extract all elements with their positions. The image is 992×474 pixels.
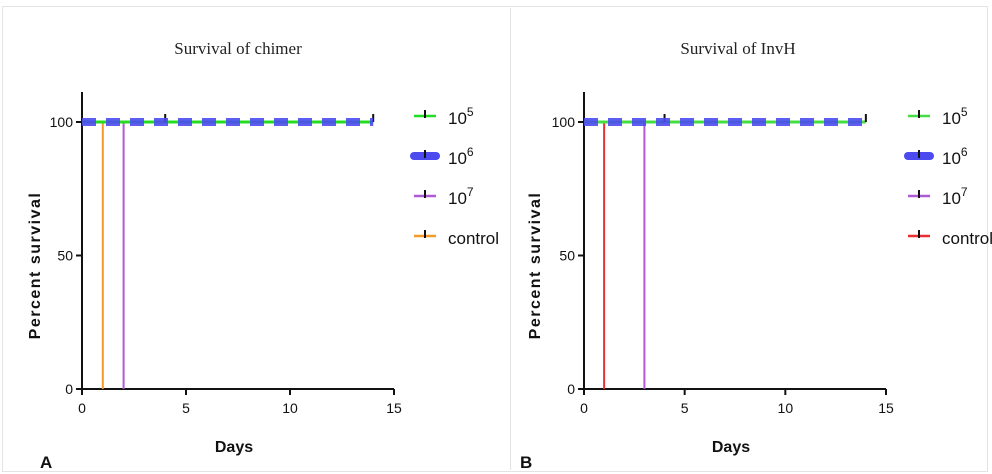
series-line-control bbox=[584, 121, 606, 389]
legend-label-exponent: 7 bbox=[467, 185, 474, 199]
legend-entry-label: 107 bbox=[448, 185, 474, 208]
legend-label-base: 10 bbox=[942, 109, 961, 128]
series-line-control bbox=[82, 121, 104, 389]
legend-label-base: 10 bbox=[942, 189, 961, 208]
legend-entry-label: 105 bbox=[448, 105, 474, 128]
y-axis-title: Percent survival bbox=[527, 192, 544, 340]
y-tick-label: 100 bbox=[552, 114, 576, 130]
legend-entry-label: 106 bbox=[942, 145, 968, 168]
y-tick-label: 50 bbox=[57, 248, 73, 264]
x-tick-label: 0 bbox=[580, 400, 588, 416]
y-tick-label: 50 bbox=[559, 248, 575, 264]
x-tick-label: 0 bbox=[78, 400, 86, 416]
legend-label-exponent: 6 bbox=[467, 145, 474, 159]
x-tick-label: 15 bbox=[386, 400, 402, 416]
series-line-10-7 bbox=[584, 121, 646, 389]
chart-title: Survival of chimer bbox=[174, 39, 302, 58]
panel-letter: B bbox=[520, 453, 532, 472]
x-tick-label: 10 bbox=[282, 400, 298, 416]
legend-label-base: 10 bbox=[448, 109, 467, 128]
legend-label-exponent: 7 bbox=[961, 185, 968, 199]
legend-entry-label: 107 bbox=[942, 185, 968, 208]
y-tick-label: 0 bbox=[65, 381, 73, 397]
legend-label-exponent: 5 bbox=[467, 105, 474, 119]
y-tick-label: 0 bbox=[567, 381, 575, 397]
figure-frame bbox=[2, 6, 988, 472]
panel-divider bbox=[510, 8, 511, 470]
chart-title: Survival of InvH bbox=[680, 39, 795, 58]
x-axis-title: Days bbox=[215, 439, 253, 456]
y-tick-label: 100 bbox=[50, 114, 74, 130]
legend-label-base: 10 bbox=[448, 149, 467, 168]
x-tick-label: 5 bbox=[681, 400, 689, 416]
legend-label-base: 10 bbox=[448, 189, 467, 208]
x-tick-label: 5 bbox=[182, 400, 190, 416]
x-tick-label: 10 bbox=[778, 400, 794, 416]
legend-entry-label: control bbox=[942, 229, 992, 248]
x-axis-title: Days bbox=[712, 439, 750, 456]
panel-letter: A bbox=[40, 453, 52, 472]
legend-entry-label: 105 bbox=[942, 105, 968, 128]
legend-entry-label: control bbox=[448, 229, 499, 248]
y-axis-title: Percent survival bbox=[27, 192, 44, 340]
legend-entry-label: 106 bbox=[448, 145, 474, 168]
x-tick-label: 15 bbox=[878, 400, 894, 416]
legend-label-exponent: 5 bbox=[961, 105, 968, 119]
legend-label-base: 10 bbox=[942, 149, 961, 168]
legend-label-exponent: 6 bbox=[961, 145, 968, 159]
